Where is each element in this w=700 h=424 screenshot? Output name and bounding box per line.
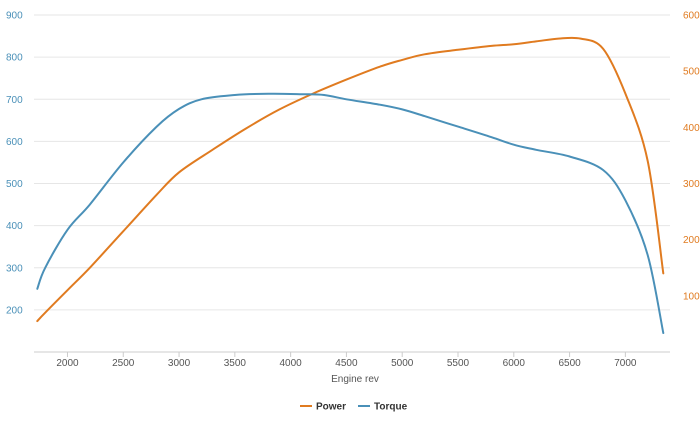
legend[interactable]: Power Torque: [300, 402, 408, 413]
left-axis-ticks: 200 300 400 500 600 700 800 900: [6, 11, 23, 317]
x-tick-label: 3000: [168, 358, 191, 369]
x-axis-ticks: 2000 2500 3000 3500 4000 4500 5000 5500 6000 6500…: [34, 351, 670, 369]
left-tick-label: 600: [6, 137, 23, 148]
left-tick-label: 700: [6, 95, 23, 106]
x-tick-label: 5500: [447, 358, 470, 369]
x-tick-label: 2500: [112, 358, 135, 369]
series-line-power: [36, 36, 665, 323]
left-tick-label: 800: [6, 53, 23, 64]
x-tick-label: 4000: [280, 358, 303, 369]
x-tick-label: 3500: [224, 358, 247, 369]
x-tick-label: 4500: [335, 358, 358, 369]
legend-item-torque[interactable]: Torque: [358, 402, 408, 413]
x-tick-label: 5000: [391, 358, 414, 369]
right-tick-label: 200: [683, 235, 700, 246]
left-tick-label: 900: [6, 11, 23, 22]
right-tick-label: 300: [683, 179, 700, 190]
series-line-torque: [36, 92, 665, 334]
x-tick-label: 7000: [614, 358, 637, 369]
x-tick-label: 6500: [558, 358, 581, 369]
legend-label: Torque: [374, 402, 408, 413]
series-lines: [36, 36, 665, 334]
x-axis-title: Engine rev: [331, 374, 379, 385]
left-tick-label: 200: [6, 305, 23, 316]
right-tick-label: 100: [683, 291, 700, 302]
left-tick-label: 500: [6, 179, 23, 190]
x-tick-label: 6000: [503, 358, 526, 369]
left-tick-label: 400: [6, 221, 23, 232]
x-tick-label: 2000: [56, 358, 79, 369]
left-tick-label: 300: [6, 263, 23, 274]
legend-item-power[interactable]: Power: [300, 402, 346, 413]
right-axis-ticks: 100 200 300 400 500 600: [683, 11, 700, 303]
legend-label: Power: [316, 402, 346, 413]
right-tick-label: 500: [683, 67, 700, 78]
grid-lines: [34, 14, 670, 311]
right-tick-label: 400: [683, 123, 700, 134]
right-tick-label: 600: [683, 11, 700, 22]
